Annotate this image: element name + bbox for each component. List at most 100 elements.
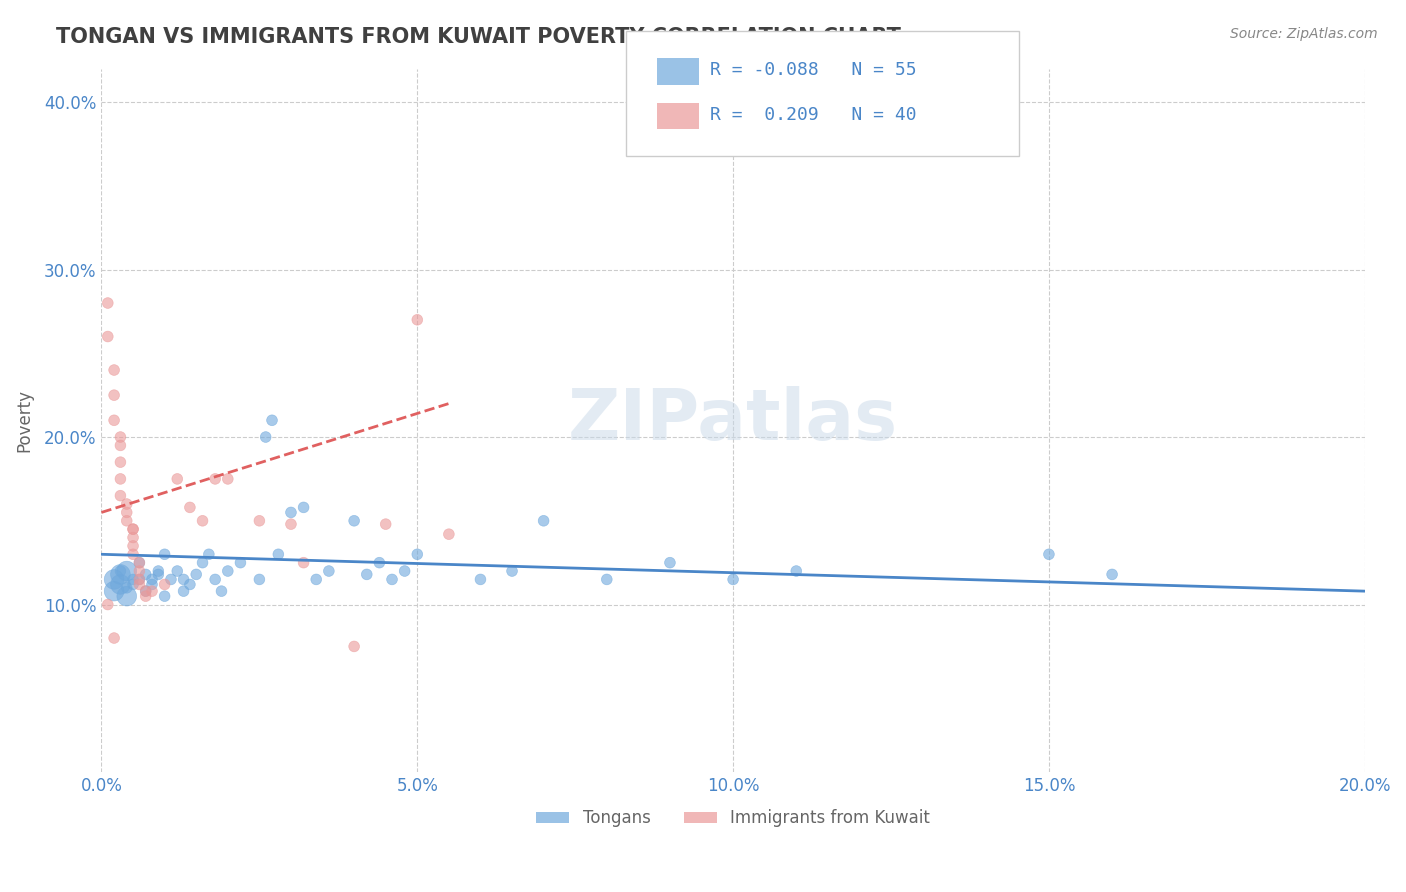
Point	[280, 517, 302, 532]
Point	[148, 567, 170, 582]
Point	[229, 556, 252, 570]
Point	[280, 505, 302, 519]
Point	[110, 430, 132, 444]
Point	[110, 455, 132, 469]
Point	[173, 584, 195, 599]
Text: R = -0.088   N = 55: R = -0.088 N = 55	[710, 62, 917, 79]
Point	[406, 312, 429, 326]
Point	[97, 296, 120, 310]
Point	[785, 564, 807, 578]
Point	[166, 564, 188, 578]
Point	[128, 564, 150, 578]
Point	[204, 472, 226, 486]
Point	[148, 564, 170, 578]
Point	[160, 573, 183, 587]
Point	[110, 472, 132, 486]
Point	[179, 577, 201, 591]
Text: ZIPatlas: ZIPatlas	[568, 385, 898, 455]
Point	[374, 517, 396, 532]
Point	[122, 522, 145, 536]
Point	[254, 430, 277, 444]
Point	[305, 573, 328, 587]
Point	[128, 556, 150, 570]
Point	[267, 547, 290, 561]
Point	[533, 514, 555, 528]
Point	[115, 564, 138, 578]
Point	[128, 577, 150, 591]
Point	[103, 413, 125, 427]
Point	[247, 573, 270, 587]
Point	[122, 577, 145, 591]
Point	[596, 573, 619, 587]
Point	[115, 505, 138, 519]
Point	[198, 547, 221, 561]
Point	[260, 413, 283, 427]
Point	[115, 514, 138, 528]
Point	[103, 573, 125, 587]
Point	[173, 573, 195, 587]
Point	[368, 556, 391, 570]
Point	[135, 567, 157, 582]
Point	[1101, 567, 1123, 582]
Point	[122, 573, 145, 587]
Point	[437, 527, 460, 541]
Point	[318, 564, 340, 578]
Y-axis label: Poverty: Poverty	[15, 389, 32, 451]
Point	[122, 547, 145, 561]
Point	[217, 472, 239, 486]
Point	[356, 567, 378, 582]
Point	[247, 514, 270, 528]
Point	[179, 500, 201, 515]
Point	[122, 531, 145, 545]
Point	[97, 329, 120, 343]
Point	[191, 556, 214, 570]
Text: R =  0.209   N = 40: R = 0.209 N = 40	[710, 106, 917, 124]
Point	[128, 573, 150, 587]
Point	[292, 556, 315, 570]
Point	[103, 584, 125, 599]
Point	[122, 539, 145, 553]
Point	[217, 564, 239, 578]
Point	[470, 573, 492, 587]
Point	[128, 573, 150, 587]
Point	[135, 584, 157, 599]
Point	[97, 598, 120, 612]
Point	[381, 573, 404, 587]
Point	[135, 589, 157, 603]
Point	[658, 556, 681, 570]
Point	[110, 489, 132, 503]
Point	[135, 584, 157, 599]
Point	[128, 556, 150, 570]
Text: Source: ZipAtlas.com: Source: ZipAtlas.com	[1230, 27, 1378, 41]
Point	[191, 514, 214, 528]
Point	[103, 363, 125, 377]
Point	[153, 577, 176, 591]
Point	[153, 547, 176, 561]
Point	[343, 640, 366, 654]
Point	[110, 567, 132, 582]
Point	[211, 584, 233, 599]
Point	[141, 573, 163, 587]
Point	[153, 589, 176, 603]
Point	[103, 388, 125, 402]
Point	[122, 522, 145, 536]
Point	[141, 584, 163, 599]
Point	[186, 567, 208, 582]
Point	[204, 573, 226, 587]
Point	[1038, 547, 1060, 561]
Point	[115, 581, 138, 595]
Point	[110, 438, 132, 452]
Point	[166, 472, 188, 486]
Point	[501, 564, 523, 578]
Point	[394, 564, 416, 578]
Point	[115, 497, 138, 511]
Point	[110, 577, 132, 591]
Point	[110, 564, 132, 578]
Point	[103, 631, 125, 645]
Legend: Tongans, Immigrants from Kuwait: Tongans, Immigrants from Kuwait	[529, 803, 936, 834]
Point	[292, 500, 315, 515]
Point	[406, 547, 429, 561]
Point	[115, 589, 138, 603]
Point	[141, 577, 163, 591]
Point	[343, 514, 366, 528]
